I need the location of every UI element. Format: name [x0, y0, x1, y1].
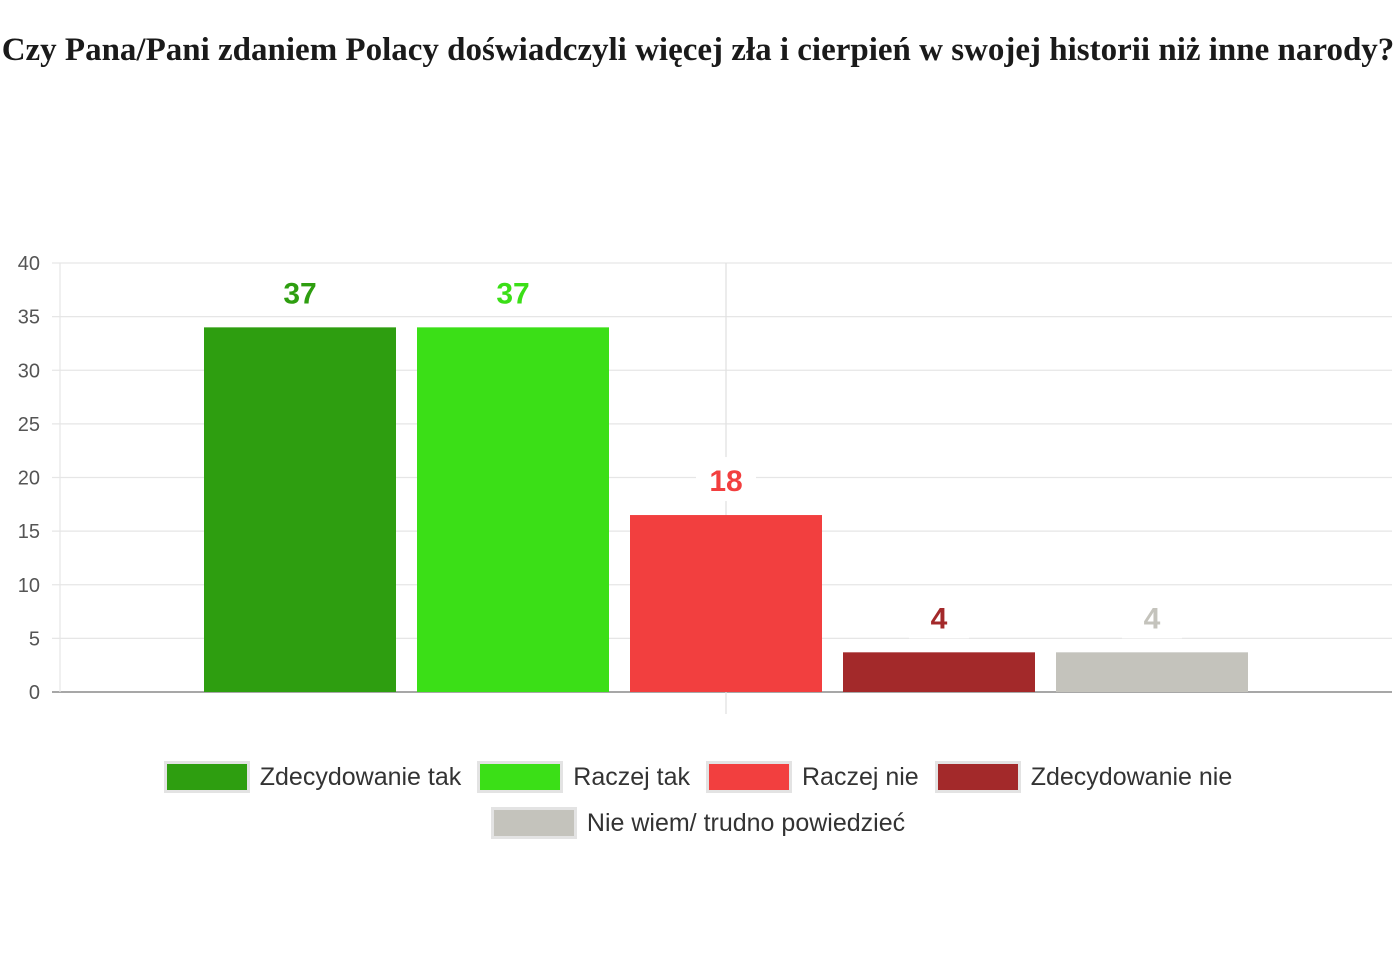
y-tick-label: 35	[18, 307, 40, 329]
legend-label: Nie wiem/ trudno powiedzieć	[586, 808, 906, 837]
legend-item[interactable]: Zdecydowanie tak	[163, 758, 462, 796]
data-labels: 37 37 18 4 4	[270, 269, 1182, 639]
bar-raczej-nie	[630, 515, 822, 692]
bar-zdecydowanie-nie	[843, 652, 1035, 692]
legend-label: Zdecydowanie tak	[259, 762, 462, 791]
data-label: 18	[709, 465, 742, 498]
legend-swatch	[477, 761, 564, 793]
y-tick-label: 10	[18, 575, 40, 597]
y-tick-label: 0	[29, 682, 40, 704]
legend-label: Raczej tak	[573, 762, 690, 791]
legend-item[interactable]: Raczej tak	[477, 758, 690, 796]
legend-item[interactable]: Zdecydowanie nie	[934, 758, 1233, 796]
bar-nie-wiem-trudno-powiedzieć	[1056, 652, 1248, 692]
data-label: 4	[931, 602, 948, 635]
data-label-background	[1122, 594, 1182, 639]
y-tick-label: 40	[18, 253, 40, 275]
chart-title: Czy Pana/Pani zdaniem Polacy doświadczyl…	[1, 32, 1395, 68]
legend: Zdecydowanie tak Raczej tak Raczej nie Zdec…	[98, 758, 1298, 842]
data-label: 37	[283, 277, 316, 310]
data-label: 37	[496, 277, 529, 310]
legend-swatch	[163, 761, 250, 793]
legend-label: Raczej nie	[801, 762, 919, 791]
data-label-background	[696, 457, 756, 502]
y-tick-label: 15	[18, 521, 40, 543]
y-tick-label: 25	[18, 414, 40, 436]
y-tick-label: 5	[29, 628, 40, 650]
data-label-background	[483, 269, 543, 314]
legend-item[interactable]: Raczej nie	[705, 758, 919, 796]
data-label-background	[270, 269, 330, 314]
y-axis-ticks: 0 5 10 15 20 25 30 35 40	[18, 253, 40, 704]
legend-swatch	[490, 807, 577, 839]
bar-zdecydowanie-tak	[204, 327, 396, 692]
y-tick-label: 30	[18, 360, 40, 382]
bar-raczej-tak	[417, 327, 609, 692]
bars	[204, 327, 1248, 692]
legend-swatch	[705, 761, 792, 793]
data-label-background	[909, 594, 969, 639]
legend-item[interactable]: Nie wiem/ trudno powiedzieć	[490, 804, 906, 842]
y-tick-label: 20	[18, 468, 40, 490]
legend-swatch	[934, 761, 1021, 793]
legend-label: Zdecydowanie nie	[1030, 762, 1233, 791]
data-label: 4	[1144, 602, 1161, 635]
